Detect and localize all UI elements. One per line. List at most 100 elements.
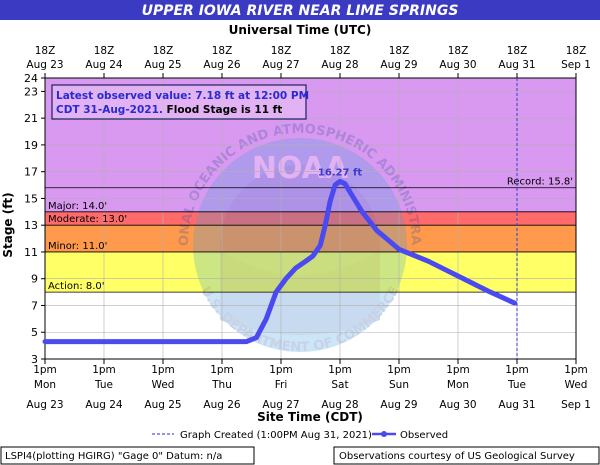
peak-label: 16.27 ft [318, 167, 362, 178]
info-box-frame [51, 84, 307, 120]
bottom-tick-date: Aug 26 [203, 399, 241, 411]
top-tick-date: Aug 23 [26, 59, 63, 71]
datum-box [0, 446, 255, 465]
observed-point [220, 339, 224, 344]
observed-point [456, 274, 460, 279]
y-tick-label: 17 [24, 166, 38, 179]
observed-series: 16.27 ft [42, 167, 518, 345]
flood-level-lines: Action: 8.0' Minor: 11.0' Moderate: 13.0' M… [45, 78, 576, 359]
legend-observed-marker [381, 431, 387, 437]
bottom-tick-time: 1pm [92, 364, 116, 376]
observed-point [328, 199, 333, 204]
observed-point [350, 193, 355, 198]
y-tick-label: 21 [24, 112, 38, 125]
bottom-tick-time: 1pm [151, 364, 175, 376]
observed-point [397, 247, 401, 252]
top-tick-time: 18Z [212, 45, 233, 57]
flood-label-moderate: Moderate: 13.0' [48, 214, 127, 225]
observed-point [512, 301, 517, 306]
observed-point [254, 335, 259, 340]
top-tick-time: 18Z [330, 45, 351, 57]
top-tick-date: Sep 1 [561, 59, 591, 71]
bottom-tick-day: Sat [331, 379, 348, 391]
latest-value-line2: CDT 31-Aug-2021. Flood Stage is 11 ft [56, 104, 282, 116]
observed-point [161, 339, 165, 344]
bottom-tick-day: Fri [275, 379, 288, 391]
bottom-tick-date: Aug 27 [262, 399, 299, 411]
noaa-center-text: NOAA [252, 151, 349, 186]
bottom-tick-time: 1pm [505, 364, 529, 376]
bottom-tick-date: Aug 24 [85, 399, 123, 411]
bottom-tick-time: 1pm [328, 364, 352, 376]
bottom-tick-date: Aug 31 [498, 399, 535, 411]
top-tick-time: 18Z [566, 45, 587, 57]
observed-point [333, 183, 338, 188]
noaa-logo-ring [193, 138, 407, 352]
bottom-tick-time: 1pm [210, 364, 234, 376]
bottom-tick-time: 1pm [564, 364, 588, 376]
action-zone [45, 292, 576, 359]
bottom-tick-date: Aug 30 [439, 399, 476, 411]
bottom-tick-day: Wed [152, 379, 175, 391]
credit-text: Observations courtesy of US Geological S… [339, 451, 575, 462]
bottom-tick-time: 1pm [33, 364, 57, 376]
observed-point [485, 288, 490, 293]
bottom-tick-day: Sun [389, 379, 409, 391]
top-tick-date: Aug 26 [203, 59, 241, 71]
y-tick-label: 23 [24, 85, 38, 98]
y-tick-label: 24 [24, 72, 38, 85]
bottom-tick-day: Tue [94, 379, 113, 391]
y-tick-label: 15 [24, 192, 38, 205]
observed-point [274, 290, 279, 295]
bottom-tick-day: Tue [507, 379, 526, 391]
y-tick-label: 7 [31, 299, 38, 312]
observed-point [43, 339, 47, 344]
bottom-tick-day: Mon [447, 379, 469, 391]
y-tick-label: 9 [31, 273, 38, 286]
top-axis: 18Z Aug 23 18Z Aug 24 18Z Aug 25 18Z Aug 26 18Z A… [26, 45, 591, 78]
top-tick-date: Aug 31 [498, 59, 535, 71]
top-tick-date: Aug 28 [321, 59, 358, 71]
top-axis-label: Universal Time (UTC) [229, 23, 372, 37]
observed-point [283, 276, 288, 281]
legend-graph-created: Graph Created (1:00PM Aug 31, 2021) [180, 430, 372, 441]
bottom-tick-time: 1pm [446, 364, 470, 376]
top-tick-time: 18Z [271, 45, 292, 57]
chart-title: UPPER IOWA RIVER NEAR LIME SPRINGS [142, 3, 459, 19]
title-bar [0, 0, 600, 20]
credit-box [333, 446, 600, 465]
top-tick-time: 18Z [153, 45, 174, 57]
latest-value-box: Latest observed value: 7.18 ft at 12:00 … [51, 84, 309, 120]
bottom-tick-day: Wed [565, 379, 588, 391]
observed-point [264, 316, 269, 321]
top-tick-date: Aug 29 [380, 59, 417, 71]
top-tick-time: 18Z [35, 45, 56, 57]
top-tick-time: 18Z [507, 45, 528, 57]
observed-point [102, 339, 106, 344]
top-tick-time: 18Z [389, 45, 410, 57]
bottom-tick-time: 1pm [269, 364, 293, 376]
top-tick-date: Aug 25 [144, 59, 181, 71]
top-tick-time: 18Z [94, 45, 115, 57]
bottom-tick-time: 1pm [387, 364, 411, 376]
flood-label-major: Major: 14.0' [48, 201, 107, 212]
y-tick-label: 11 [24, 246, 38, 259]
observed-point [244, 339, 249, 344]
bottom-tick-day: Mon [34, 379, 56, 391]
observed-point [323, 223, 328, 228]
top-tick-date: Aug 27 [262, 59, 299, 71]
flood-label-minor: Minor: 11.0' [48, 241, 107, 252]
top-tick-date: Aug 24 [85, 59, 123, 71]
record-label: Record: 15.8' [507, 177, 573, 188]
observed-point [360, 209, 365, 214]
plot-frame [44, 77, 577, 360]
observed-point [293, 266, 298, 271]
legend: Graph Created (1:00PM Aug 31, 2021) Obse… [152, 430, 448, 441]
grid [44, 77, 577, 360]
observed-point [426, 259, 431, 264]
y-tick-label: 13 [24, 219, 38, 232]
legend-observed-label: Observed [400, 430, 448, 441]
bottom-tick-date: Aug 29 [380, 399, 417, 411]
